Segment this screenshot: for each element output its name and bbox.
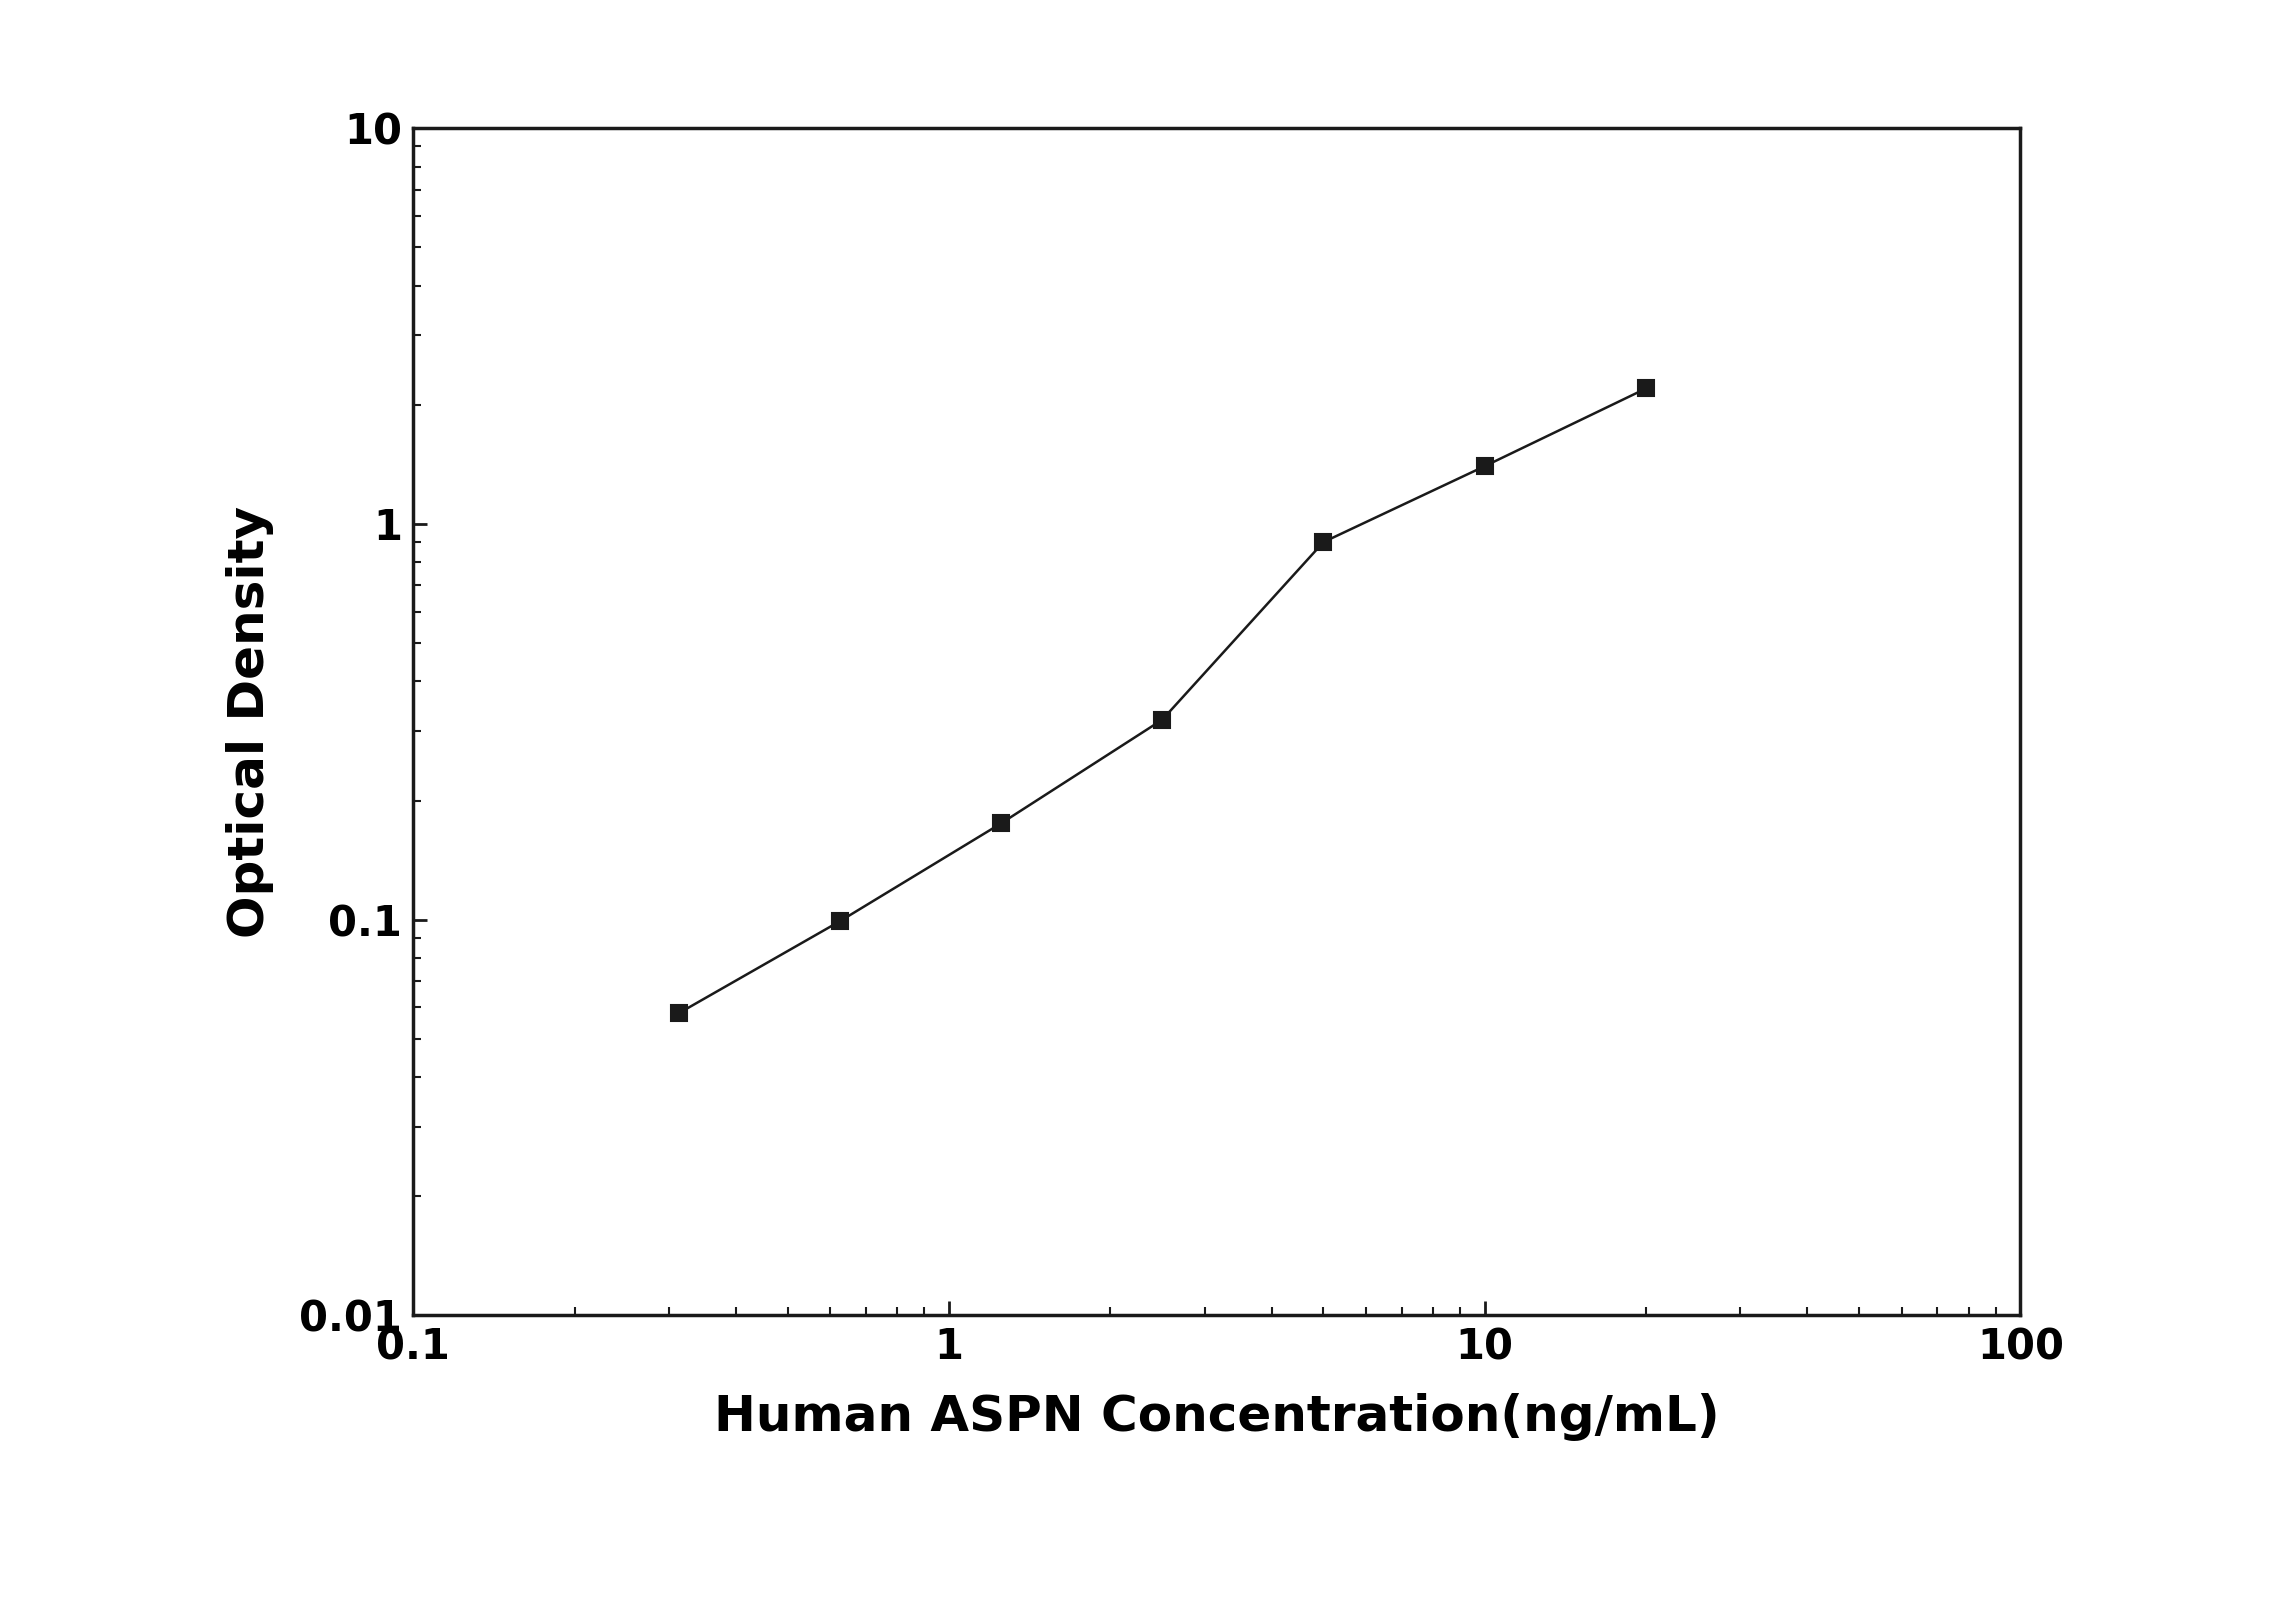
X-axis label: Human ASPN Concentration(ng/mL): Human ASPN Concentration(ng/mL)	[714, 1394, 1720, 1442]
Y-axis label: Optical Density: Optical Density	[227, 505, 273, 938]
